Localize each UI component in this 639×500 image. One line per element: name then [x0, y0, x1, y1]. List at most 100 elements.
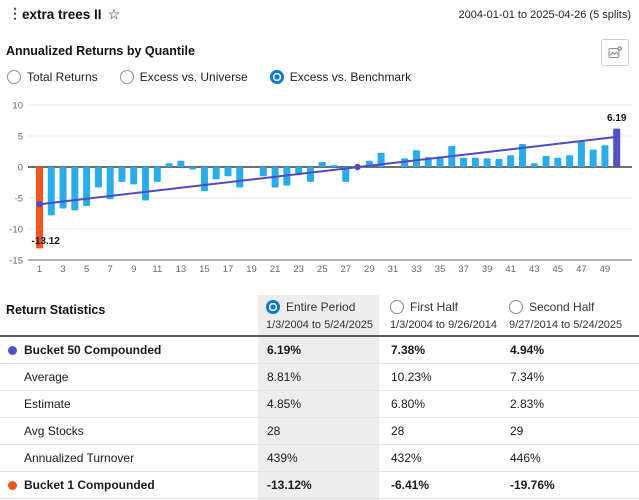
x-tick-label: 37: [458, 264, 469, 275]
row-label: Avg Stocks: [24, 424, 84, 438]
snapshot-icon: [608, 46, 622, 59]
period-label: Entire Period: [286, 300, 355, 314]
y-tick-label: 10: [12, 101, 23, 112]
cell-bucket-1-compounded-0: -13.12%: [267, 472, 312, 498]
radio-entire-period[interactable]: Entire Period: [266, 300, 373, 314]
radio-excess-vs-universe[interactable]: Excess vs. Universe: [120, 70, 248, 84]
annualized-returns-by-quantile-chart: 1050-5-10-151357911131517192123252729313…: [0, 95, 639, 280]
trend-line-marker: [36, 201, 42, 207]
x-tick-label: 15: [199, 264, 210, 275]
chart-bar-bucket-18: [236, 167, 243, 187]
period-label: First Half: [410, 300, 458, 314]
bar-value-label: 6.19: [607, 113, 627, 124]
chart-snapshot-button[interactable]: [601, 39, 629, 66]
chart-bar-bucket-12: [166, 163, 173, 167]
chart-bar-bucket-44: [543, 156, 550, 167]
radio-second-half[interactable]: Second Half: [509, 300, 622, 314]
strategy-name: extra trees II: [22, 7, 102, 22]
x-tick-label: 17: [223, 264, 234, 275]
x-tick-label: 9: [131, 264, 136, 275]
chart-bar-bucket-40: [495, 159, 502, 167]
table-row-average: Average8.81%10.23%7.34%: [0, 364, 639, 391]
row-label: Bucket 50 Compounded: [24, 343, 161, 357]
cell-estimate-0: 4.85%: [267, 391, 301, 417]
table-row-avg-stocks: Avg Stocks282829: [0, 418, 639, 445]
strategy-report-page: ⋮ extra trees II☆ 2004-01-01 to 2025-04-…: [0, 0, 639, 500]
radio-icon[interactable]: [7, 70, 21, 84]
radio-icon[interactable]: [390, 300, 404, 314]
chart-bar-bucket-38: [472, 158, 479, 167]
bucket-dot-icon: [8, 481, 17, 490]
period-column-second-half: Second Half 9/27/2014 to 5/24/2025: [509, 300, 622, 331]
cell-estimate-2: 2.83%: [510, 391, 544, 417]
chart-bar-bucket-5: [83, 167, 90, 206]
x-tick-label: 35: [435, 264, 446, 275]
x-tick-label: 19: [246, 264, 257, 275]
bar-value-label: -13.12: [32, 236, 61, 247]
table-row-bucket-50-compounded: Bucket 50 Compounded6.19%7.38%4.94%: [0, 337, 639, 364]
period-date-range: 9/27/2014 to 5/24/2025: [509, 319, 622, 331]
x-tick-label: 49: [600, 264, 611, 275]
table-row-bucket-1-compounded: Bucket 1 Compounded-13.12%-6.41%-19.76%: [0, 472, 639, 499]
page-title: extra trees II ☆: [22, 6, 120, 23]
y-tick-label: -10: [9, 225, 23, 236]
period-date-range: 1/3/2004 to 5/24/2025: [266, 319, 373, 331]
chart-bar-bucket-43: [531, 163, 538, 167]
y-tick-label: 5: [18, 132, 23, 143]
x-tick-label: 25: [317, 264, 328, 275]
radio-icon[interactable]: [270, 70, 284, 84]
x-tick-label: 13: [176, 264, 187, 275]
trend-line: [40, 137, 617, 204]
chart-bar-bucket-39: [484, 158, 491, 167]
chart-bar-bucket-10: [142, 167, 149, 200]
radio-icon[interactable]: [266, 300, 280, 314]
x-tick-label: 3: [60, 264, 65, 275]
chart-bar-bucket-17: [224, 167, 231, 176]
chart-bar-bucket-33: [413, 150, 420, 167]
radio-icon[interactable]: [120, 70, 134, 84]
x-tick-label: 33: [411, 264, 422, 275]
period-label: Second Half: [529, 300, 594, 314]
chart-bar-bucket-7: [107, 167, 114, 199]
x-tick-label: 21: [270, 264, 281, 275]
chart-bar-bucket-46: [566, 155, 573, 167]
radio-label: Excess vs. Universe: [140, 70, 248, 84]
chart-bar-bucket-16: [213, 167, 220, 179]
bucket-dot-icon: [8, 346, 17, 355]
radio-icon[interactable]: [509, 300, 523, 314]
x-tick-label: 7: [108, 264, 113, 275]
favorite-star-icon[interactable]: ☆: [108, 6, 121, 22]
y-tick-label: -5: [15, 194, 23, 205]
period-column-entire-period: Entire Period 1/3/2004 to 5/24/2025: [266, 300, 373, 331]
cell-bucket-50-compounded-2: 4.94%: [510, 337, 544, 363]
radio-total-returns[interactable]: Total Returns: [7, 70, 98, 84]
chart-bar-bucket-47: [578, 142, 585, 167]
chart-bar-bucket-24: [307, 167, 314, 182]
y-tick-label: -15: [9, 256, 23, 267]
x-tick-label: 39: [482, 264, 493, 275]
row-label: Average: [24, 370, 68, 384]
x-tick-label: 1: [37, 264, 42, 275]
chart-bar-bucket-14: [189, 167, 196, 169]
chart-bar-bucket-37: [460, 158, 467, 167]
x-tick-label: 11: [152, 264, 162, 275]
radio-first-half[interactable]: First Half: [390, 300, 497, 314]
chart-bar-bucket-9: [130, 167, 137, 184]
chart-bar-bucket-4: [71, 167, 78, 210]
chart-section-title: Annualized Returns by Quantile: [6, 44, 195, 58]
chart-bar-bucket-6: [95, 167, 102, 187]
chart-bar-bucket-45: [554, 158, 561, 167]
period-date-range: 1/3/2004 to 9/26/2014: [390, 319, 497, 331]
radio-excess-vs-benchmark[interactable]: Excess vs. Benchmark: [270, 70, 411, 84]
chart-bar-bucket-50: [613, 129, 620, 167]
kebab-menu-icon[interactable]: ⋮: [8, 5, 22, 22]
radio-label: Excess vs. Benchmark: [290, 70, 411, 84]
cell-bucket-50-compounded-1: 7.38%: [391, 337, 425, 363]
chart-bar-bucket-8: [118, 167, 125, 182]
cell-estimate-1: 6.80%: [391, 391, 425, 417]
cell-bucket-1-compounded-2: -19.76%: [510, 472, 555, 498]
row-label: Annualized Turnover: [24, 451, 134, 465]
chart-bar-bucket-41: [507, 155, 514, 167]
chart-bar-bucket-13: [177, 161, 184, 167]
chart-bar-bucket-25: [319, 162, 326, 167]
